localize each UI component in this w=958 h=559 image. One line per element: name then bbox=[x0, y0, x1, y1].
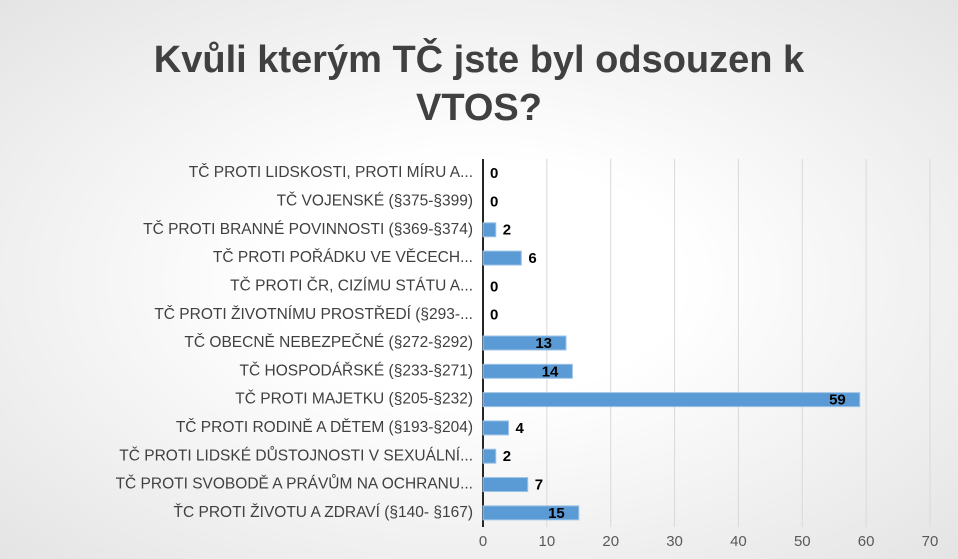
x-tick-label: 70 bbox=[922, 533, 939, 550]
y-tick-label: TČ HOSPODÁŘSKÉ (§233-§271) bbox=[240, 362, 473, 379]
data-label: 2 bbox=[503, 448, 511, 465]
y-tick-label: TČ PROTI ŽIVOTNÍMU PROSTŘEDÍ (§293-... bbox=[154, 306, 473, 323]
y-tick-label: TČ PROTI SVOBODĚ A PRÁVŮM NA OCHRANU... bbox=[116, 475, 473, 493]
bar bbox=[482, 448, 497, 464]
y-tick-label: TČ PROTI ČR, CIZÍMU STÁTU A... bbox=[230, 277, 473, 294]
data-label: 13 bbox=[535, 335, 552, 352]
data-label: 0 bbox=[490, 165, 498, 182]
bar bbox=[482, 250, 522, 266]
data-label: 15 bbox=[548, 505, 565, 522]
data-label: 14 bbox=[542, 363, 559, 380]
y-tick-label: TČ PROTI RODINĚ A DĚTEM (§193-§204) bbox=[176, 419, 473, 436]
y-tick-label: ŤC PROTI ŽIVOTU A ZDRAVÍ (§140- §167) bbox=[174, 504, 473, 521]
y-tick-label: TČ PROTI LIDSKOSTI, PROTI MÍRU A... bbox=[189, 164, 473, 181]
data-label: 7 bbox=[535, 477, 543, 494]
x-tick-label: 30 bbox=[666, 533, 683, 550]
x-tick-label: 60 bbox=[858, 533, 875, 550]
chart-title: Kvůli kterým TČ jste byl odsouzen k VTOS… bbox=[153, 39, 805, 129]
data-label: 0 bbox=[490, 278, 498, 295]
data-label: 4 bbox=[516, 420, 525, 437]
bar bbox=[482, 392, 861, 408]
y-tick-label: TČ OBECNĚ NEBEZPEČNÉ (§272-§292) bbox=[184, 334, 473, 351]
y-tick-label: TČ VOJENSKÉ (§375-§399) bbox=[277, 193, 473, 210]
bar bbox=[482, 505, 580, 521]
data-label: 0 bbox=[490, 193, 498, 210]
y-tick-label: TČ PROTI BRANNÉ POVINNOSTI (§369-§374) bbox=[143, 221, 473, 238]
x-tick-label: 20 bbox=[602, 533, 619, 550]
data-label: 59 bbox=[829, 392, 846, 409]
x-tick-label: 10 bbox=[539, 533, 556, 550]
bar bbox=[482, 477, 529, 493]
bar bbox=[482, 222, 497, 238]
data-label: 6 bbox=[528, 250, 536, 267]
x-tick-label: 0 bbox=[479, 533, 487, 550]
data-label: 0 bbox=[490, 307, 498, 324]
x-tick-label: 50 bbox=[794, 533, 811, 550]
y-tick-label: TČ PROTI LIDSKÉ DŮSTOJNOSTI V SEXUÁLNÍ..… bbox=[119, 446, 473, 464]
y-tick-label: TČ PROTI POŘÁDKU VE VĚCECH... bbox=[213, 249, 473, 266]
y-tick-label: TČ PROTI MAJETKU (§205-§232) bbox=[235, 391, 473, 408]
bar bbox=[482, 420, 510, 436]
bar bbox=[482, 335, 567, 351]
x-tick-label: 40 bbox=[730, 533, 747, 550]
bar bbox=[482, 363, 573, 379]
data-label: 2 bbox=[503, 222, 511, 239]
